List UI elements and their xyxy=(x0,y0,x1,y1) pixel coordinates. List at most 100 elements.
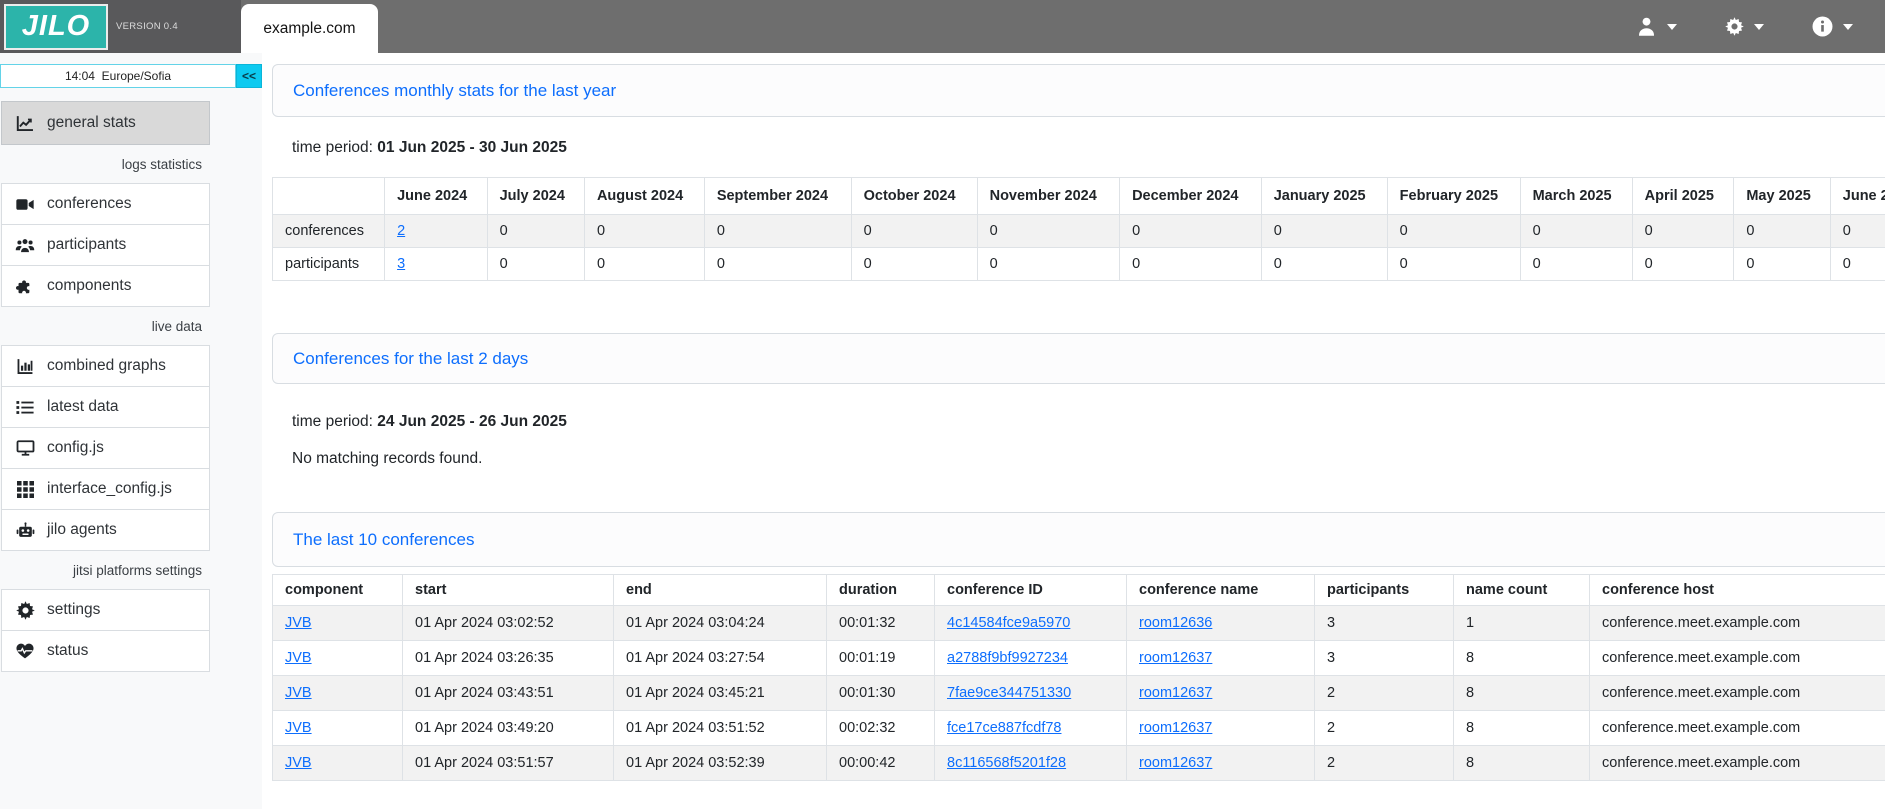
monthly-time-period: time period: 01 Jun 2025 - 30 Jun 2025 xyxy=(292,139,567,156)
table-cell: 0 xyxy=(1260,247,1388,281)
brand-area: JILO VERSION 0.4 xyxy=(0,0,241,53)
main-content: Conferences monthly stats for the last y… xyxy=(262,53,1885,809)
tab-example-com[interactable]: example.com xyxy=(241,4,378,53)
table-cell: 0 xyxy=(976,247,1121,281)
cell-link[interactable]: JVB xyxy=(285,650,312,666)
cell-link[interactable]: 4c14584fce9a5970 xyxy=(947,615,1071,631)
table-cell: 01 Apr 2024 03:04:24 xyxy=(613,605,827,641)
cell-link[interactable]: fce17ce887fcdf78 xyxy=(947,720,1062,736)
table-row: JVB 01 Apr 2024 03:02:52 01 Apr 2024 03:04… xyxy=(272,605,1885,641)
table-cell: 8 xyxy=(1453,710,1590,746)
monthly-stats-table: June 2024 July 2024 August 2024 September 2… xyxy=(271,177,1885,281)
column-header: start xyxy=(402,574,614,606)
table-cell: JVB xyxy=(272,710,403,746)
sidebar-section-label: jitsi platforms settings xyxy=(72,562,202,578)
sidebar-item-conferences[interactable]: conferences xyxy=(1,183,210,225)
column-header: September 2024 xyxy=(703,177,852,215)
column-header: May 2025 xyxy=(1733,177,1831,215)
no-records-message: No matching records found. xyxy=(292,450,483,467)
table-cell: 0 xyxy=(850,214,978,248)
sidebar-item-general-stats[interactable]: general stats xyxy=(1,101,210,145)
column-header: November 2024 xyxy=(976,177,1121,215)
table-cell: 2 xyxy=(1314,675,1454,711)
jilo-logo: JILO xyxy=(4,3,108,50)
column-header: April 2025 xyxy=(1631,177,1735,215)
sidebar-item-combined-graphs[interactable]: combined graphs xyxy=(1,345,210,387)
cell-link[interactable]: room12637 xyxy=(1139,720,1213,736)
column-header: conference name xyxy=(1126,574,1315,606)
table-cell: 0 xyxy=(1631,214,1735,248)
sidebar-item-label: latest data xyxy=(47,398,119,415)
card-last-10-title[interactable]: The last 10 conferences xyxy=(293,529,475,549)
last-2-days-time-period: time period: 24 Jun 2025 - 26 Jun 2025 xyxy=(292,413,567,430)
sidebar-item-config-js[interactable]: config.js xyxy=(1,427,210,469)
cell-link[interactable]: room12637 xyxy=(1139,685,1213,701)
sidebar-item-participants[interactable]: participants xyxy=(1,224,210,266)
column-header: June 2024 xyxy=(384,177,488,215)
table-cell: room12637 xyxy=(1126,640,1315,676)
table-cell: 01 Apr 2024 03:51:57 xyxy=(402,745,614,781)
user-menu[interactable] xyxy=(1636,16,1677,37)
table-cell: 0 xyxy=(583,214,705,248)
sidebar-item-label: settings xyxy=(47,601,101,618)
column-header: March 2025 xyxy=(1519,177,1633,215)
table-cell: 2 xyxy=(1314,710,1454,746)
table-cell: JVB xyxy=(272,745,403,781)
grid-icon xyxy=(14,480,36,498)
sidebar-collapse-button[interactable]: << xyxy=(236,64,262,88)
table-cell: 0 xyxy=(1119,214,1262,248)
table-cell: 2 xyxy=(1314,745,1454,781)
sidebar-item-settings[interactable]: settings xyxy=(1,589,210,631)
table-cell: 0 xyxy=(583,247,705,281)
table-cell: 01 Apr 2024 03:49:20 xyxy=(402,710,614,746)
cell-link[interactable]: room12636 xyxy=(1139,615,1213,631)
cell-link[interactable]: JVB xyxy=(285,755,312,771)
cell-link[interactable]: room12637 xyxy=(1139,650,1213,666)
table-cell: 0 xyxy=(1829,214,1885,248)
sidebar-item-jilo-agents[interactable]: jilo agents xyxy=(1,509,210,551)
cell-link[interactable]: JVB xyxy=(285,685,312,701)
chevron-down-icon xyxy=(1843,23,1853,35)
table-row: JVB 01 Apr 2024 03:26:35 01 Apr 2024 03:27… xyxy=(272,640,1885,676)
cell-link[interactable]: 8c116568f5201f28 xyxy=(947,755,1067,771)
sidebar-item-label: interface_config.js xyxy=(47,480,172,497)
card-monthly-stats-title[interactable]: Conferences monthly stats for the last y… xyxy=(293,80,617,100)
user-icon xyxy=(1636,16,1657,37)
sidebar-item-latest-data[interactable]: latest data xyxy=(1,386,210,428)
table-cell: 01 Apr 2024 03:02:52 xyxy=(402,605,614,641)
sidebar-item-interface-config-js[interactable]: interface_config.js xyxy=(1,468,210,510)
cell-link[interactable]: 3 xyxy=(397,256,406,272)
table-row: conferences 2 0 0 0 0 0 0 0 0 0 0 0 0 xyxy=(271,214,1885,248)
column-header: December 2024 xyxy=(1119,177,1262,215)
sidebar-item-components[interactable]: components xyxy=(1,265,210,307)
cell-link[interactable]: 7fae9ce344751330 xyxy=(947,685,1072,701)
table-cell: room12636 xyxy=(1126,605,1315,641)
settings-menu[interactable] xyxy=(1725,17,1764,36)
table-cell: 0 xyxy=(1733,214,1831,248)
table-cell: 0 xyxy=(1119,247,1262,281)
sidebar-item-status[interactable]: status xyxy=(1,630,210,672)
version-label: VERSION 0.4 xyxy=(116,21,178,32)
cell-link[interactable]: JVB xyxy=(285,720,312,736)
sidebar-section-label: live data xyxy=(151,318,202,334)
cell-link[interactable]: JVB xyxy=(285,615,312,631)
cell-link[interactable]: a2788f9bf9927234 xyxy=(947,650,1068,666)
cell-link[interactable]: room12637 xyxy=(1139,755,1213,771)
sidebar-item-label: participants xyxy=(47,236,127,253)
table-cell: 0 xyxy=(1519,247,1633,281)
sidebar-item-label: status xyxy=(47,642,89,659)
table-cell: 0 xyxy=(1386,247,1521,281)
info-menu[interactable] xyxy=(1812,16,1853,37)
gear-icon xyxy=(14,600,36,620)
display-icon xyxy=(14,440,36,456)
cell-link[interactable]: 2 xyxy=(397,223,406,239)
logo-text: JILO xyxy=(21,10,91,42)
column-header: February 2025 xyxy=(1386,177,1521,215)
column-header: August 2024 xyxy=(583,177,705,215)
table-cell: conference.meet.example.com xyxy=(1588,605,1885,641)
card-last-2-days-title[interactable]: Conferences for the last 2 days xyxy=(293,348,529,368)
users-icon xyxy=(14,238,36,253)
chart-bar-icon xyxy=(14,358,36,375)
table-cell: 01 Apr 2024 03:43:51 xyxy=(402,675,614,711)
table-cell: 0 xyxy=(850,247,978,281)
